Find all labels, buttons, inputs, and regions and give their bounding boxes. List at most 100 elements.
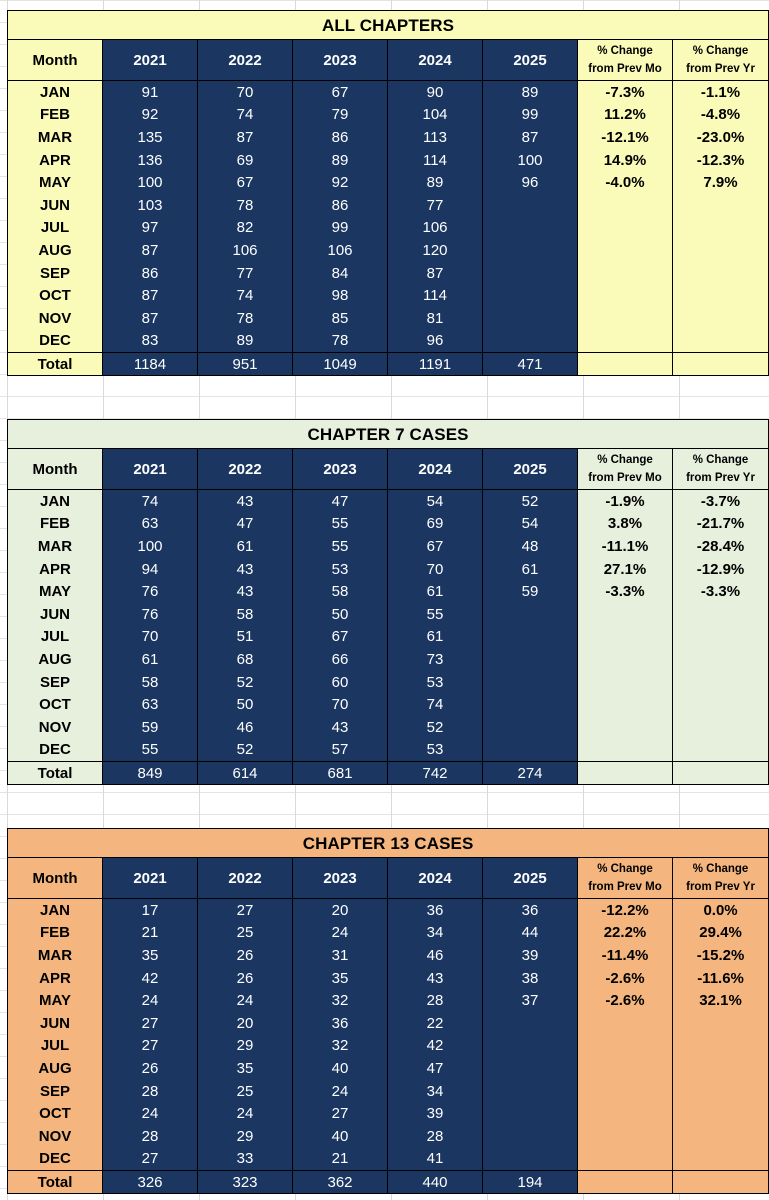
year-value-cell[interactable]: 34 xyxy=(387,1079,483,1103)
year-value-cell[interactable]: 74 xyxy=(197,284,293,307)
year-value-cell[interactable]: 73 xyxy=(387,648,483,671)
total-pct-cell[interactable] xyxy=(577,352,673,377)
year-value-cell[interactable]: 135 xyxy=(102,126,198,149)
pct-prev-yr-cell[interactable] xyxy=(671,693,769,716)
year-value-cell[interactable]: 61 xyxy=(387,580,483,603)
year-value-cell[interactable]: 106 xyxy=(197,239,293,262)
year-value-cell[interactable]: 21 xyxy=(292,1147,388,1171)
month-cell[interactable]: NOV xyxy=(7,1124,103,1148)
year-value-cell[interactable] xyxy=(482,670,578,694)
year-value-cell[interactable]: 47 xyxy=(387,1057,483,1080)
year-value-cell[interactable]: 43 xyxy=(197,489,293,513)
year-value-cell[interactable]: 41 xyxy=(387,1147,483,1171)
year-value-cell[interactable]: 36 xyxy=(482,898,578,922)
year-value-cell[interactable]: 61 xyxy=(197,535,293,558)
month-cell[interactable]: JUN xyxy=(7,1011,103,1035)
year-column-header[interactable]: 2025 xyxy=(482,39,578,81)
year-value-cell[interactable] xyxy=(482,715,578,739)
pct-prev-yr-cell[interactable] xyxy=(671,193,769,217)
year-value-cell[interactable]: 87 xyxy=(102,239,198,262)
year-column-header[interactable]: 2024 xyxy=(387,448,483,490)
year-value-cell[interactable]: 43 xyxy=(387,966,483,990)
total-pct-cell[interactable] xyxy=(577,761,673,786)
year-value-cell[interactable] xyxy=(482,216,578,240)
total-value-cell[interactable]: 1049 xyxy=(292,352,388,377)
year-value-cell[interactable]: 89 xyxy=(292,148,388,172)
year-value-cell[interactable]: 86 xyxy=(292,126,388,149)
year-value-cell[interactable]: 53 xyxy=(387,738,483,762)
year-value-cell[interactable]: 90 xyxy=(387,80,483,104)
year-value-cell[interactable]: 58 xyxy=(197,602,293,626)
year-value-cell[interactable] xyxy=(482,1034,578,1058)
month-cell[interactable]: OCT xyxy=(7,1102,103,1125)
year-value-cell[interactable]: 26 xyxy=(197,966,293,990)
year-value-cell[interactable]: 92 xyxy=(102,103,198,127)
year-value-cell[interactable] xyxy=(482,648,578,671)
year-value-cell[interactable]: 67 xyxy=(292,80,388,104)
pct-prev-mo-cell[interactable] xyxy=(577,1011,673,1035)
year-value-cell[interactable]: 87 xyxy=(102,306,198,330)
year-value-cell[interactable]: 70 xyxy=(387,557,483,581)
pct-prev-yr-cell[interactable]: -1.1% xyxy=(671,80,769,104)
total-label[interactable]: Total xyxy=(7,761,103,786)
year-value-cell[interactable]: 50 xyxy=(197,693,293,716)
pct-prev-mo-cell[interactable] xyxy=(577,1124,673,1148)
year-value-cell[interactable] xyxy=(482,284,578,307)
pct-prev-yr-cell[interactable] xyxy=(671,602,769,626)
total-value-cell[interactable]: 1184 xyxy=(102,352,198,377)
total-pct-cell[interactable] xyxy=(671,352,769,377)
year-value-cell[interactable]: 58 xyxy=(292,580,388,603)
year-value-cell[interactable]: 103 xyxy=(102,193,198,217)
year-value-cell[interactable]: 27 xyxy=(102,1034,198,1058)
year-value-cell[interactable]: 40 xyxy=(292,1057,388,1080)
year-value-cell[interactable]: 70 xyxy=(292,693,388,716)
year-column-header[interactable]: 2022 xyxy=(197,448,293,490)
year-value-cell[interactable]: 55 xyxy=(292,512,388,536)
year-value-cell[interactable]: 43 xyxy=(197,557,293,581)
year-column-header[interactable]: 2024 xyxy=(387,857,483,899)
year-value-cell[interactable] xyxy=(482,1124,578,1148)
total-label[interactable]: Total xyxy=(7,352,103,377)
year-value-cell[interactable]: 55 xyxy=(292,535,388,558)
year-value-cell[interactable]: 58 xyxy=(102,670,198,694)
year-value-cell[interactable]: 46 xyxy=(387,944,483,967)
year-value-cell[interactable]: 87 xyxy=(197,126,293,149)
year-value-cell[interactable]: 99 xyxy=(482,103,578,127)
year-value-cell[interactable]: 32 xyxy=(292,1034,388,1058)
month-cell[interactable]: APR xyxy=(7,557,103,581)
year-value-cell[interactable]: 39 xyxy=(387,1102,483,1125)
year-value-cell[interactable]: 28 xyxy=(387,989,483,1012)
year-value-cell[interactable]: 27 xyxy=(292,1102,388,1125)
month-cell[interactable]: AUG xyxy=(7,239,103,262)
year-value-cell[interactable]: 40 xyxy=(292,1124,388,1148)
year-value-cell[interactable]: 17 xyxy=(102,898,198,922)
year-value-cell[interactable]: 51 xyxy=(197,625,293,649)
year-value-cell[interactable]: 63 xyxy=(102,693,198,716)
year-value-cell[interactable]: 136 xyxy=(102,148,198,172)
year-value-cell[interactable] xyxy=(482,1147,578,1171)
year-value-cell[interactable]: 22 xyxy=(387,1011,483,1035)
year-value-cell[interactable]: 114 xyxy=(387,284,483,307)
year-column-header[interactable]: 2025 xyxy=(482,857,578,899)
year-value-cell[interactable]: 104 xyxy=(387,103,483,127)
month-cell[interactable]: SEP xyxy=(7,261,103,285)
year-value-cell[interactable]: 106 xyxy=(387,216,483,240)
pct-prev-mo-cell[interactable]: 27.1% xyxy=(577,557,673,581)
pct-prev-yr-cell[interactable] xyxy=(671,1034,769,1058)
year-value-cell[interactable]: 79 xyxy=(292,103,388,127)
pct-prev-yr-cell[interactable] xyxy=(671,625,769,649)
month-cell[interactable]: DEC xyxy=(7,329,103,353)
month-cell[interactable]: JUL xyxy=(7,625,103,649)
total-value-cell[interactable]: 471 xyxy=(482,352,578,377)
year-value-cell[interactable]: 29 xyxy=(197,1124,293,1148)
pct-prev-mo-cell[interactable] xyxy=(577,693,673,716)
year-value-cell[interactable]: 24 xyxy=(102,1102,198,1125)
month-cell[interactable]: NOV xyxy=(7,306,103,330)
year-value-cell[interactable]: 59 xyxy=(482,580,578,603)
year-column-header[interactable]: 2021 xyxy=(102,39,198,81)
year-value-cell[interactable]: 69 xyxy=(387,512,483,536)
year-value-cell[interactable]: 76 xyxy=(102,602,198,626)
year-value-cell[interactable]: 106 xyxy=(292,239,388,262)
pct-change-prev-yr-header[interactable]: % Change from Prev Yr xyxy=(671,39,769,81)
total-value-cell[interactable]: 194 xyxy=(482,1170,578,1195)
